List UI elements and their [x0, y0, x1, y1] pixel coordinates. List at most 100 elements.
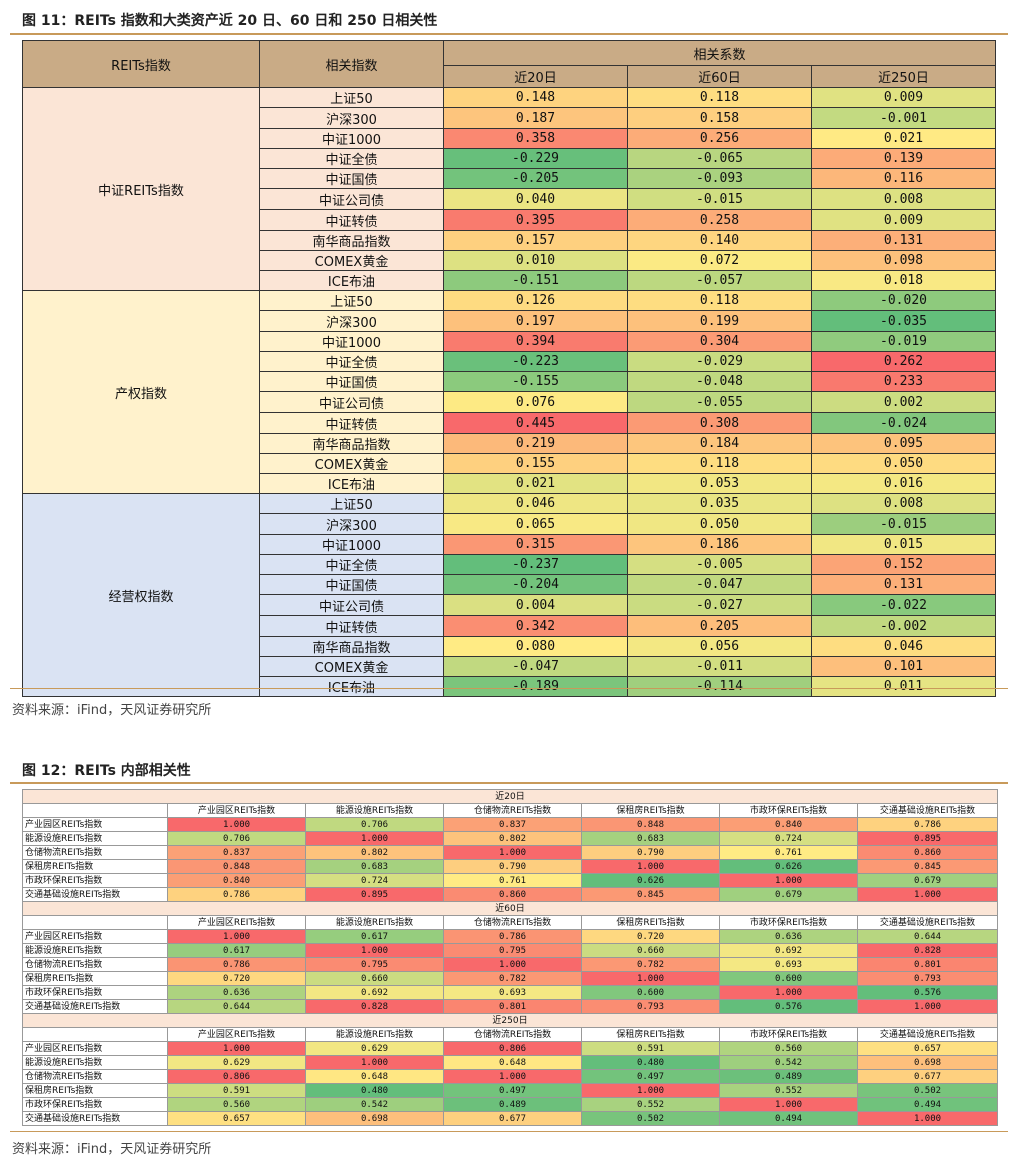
matrix-cell: 0.837	[167, 845, 306, 860]
correlation-cell: -0.022	[811, 594, 996, 616]
matrix-cell: 1.000	[856, 1111, 999, 1126]
asset-label: 中证国债	[259, 574, 444, 595]
asset-label: 中证公司债	[259, 391, 444, 413]
matrix-cell: 0.724	[719, 831, 858, 846]
correlation-cell: -0.065	[627, 148, 812, 169]
correlation-cell: -0.002	[811, 615, 996, 637]
matrix-cell: 0.648	[443, 1055, 582, 1070]
correlation-cell: -0.001	[811, 107, 996, 129]
matrix-cell: 0.657	[856, 1041, 999, 1056]
header-period-60d: 近60日	[627, 65, 812, 88]
asset-label: COMEX黄金	[259, 656, 444, 677]
matrix-cell: 0.576	[856, 985, 999, 1000]
matrix-cell: 0.720	[167, 971, 306, 986]
column-header: 仓储物流REITs指数	[443, 915, 582, 930]
matrix-cell: 1.000	[581, 1083, 720, 1098]
matrix-cell: 1.000	[305, 943, 444, 958]
matrix-cell: 0.600	[719, 971, 858, 986]
matrix-cell: 1.000	[719, 873, 858, 888]
asset-label: 沪深300	[259, 513, 444, 535]
matrix-cell: 1.000	[581, 971, 720, 986]
correlation-cell: 0.152	[811, 554, 996, 575]
matrix-cell: 0.660	[305, 971, 444, 986]
matrix-cell: 0.761	[719, 845, 858, 860]
matrix-cell: 0.724	[305, 873, 444, 888]
correlation-cell: -0.151	[443, 270, 628, 291]
correlation-cell: 0.445	[443, 412, 628, 434]
matrix-cell: 0.828	[305, 999, 444, 1014]
correlation-cell: 0.053	[627, 473, 812, 494]
correlation-cell: 0.233	[811, 371, 996, 392]
asset-label: 南华商品指数	[259, 433, 444, 454]
corner-cell	[22, 1027, 168, 1042]
row-header: 保租房REITs指数	[22, 859, 168, 874]
row-header: 保租房REITs指数	[22, 1083, 168, 1098]
matrix-cell: 0.560	[719, 1041, 858, 1056]
correlation-cell: 0.004	[443, 594, 628, 616]
matrix-cell: 0.795	[443, 943, 582, 958]
group-label: 经营权指数	[22, 493, 260, 697]
matrix-cell: 0.489	[443, 1097, 582, 1112]
correlation-cell: 0.148	[443, 87, 628, 108]
matrix-cell: 0.502	[581, 1111, 720, 1126]
matrix-cell: 1.000	[856, 887, 999, 902]
correlation-cell: -0.011	[627, 656, 812, 677]
figure-11-table-body: 中证REITs指数 上证50 0.148 0.118 0.009 沪深300 0.187 0.…	[22, 87, 996, 697]
asset-label: 中证1000	[259, 128, 444, 149]
asset-label: 中证全债	[259, 554, 444, 575]
table-row: 沪深300 0.065 0.050 -0.015	[23, 513, 996, 535]
column-header: 市政环保REITs指数	[719, 1027, 858, 1042]
column-header: 市政环保REITs指数	[719, 803, 858, 818]
matrix-cell: 1.000	[443, 957, 582, 972]
column-header-row: 产业园区REITs指数 能源设施REITs指数 仓储物流REITs指数 保租房REIT…	[22, 803, 999, 818]
correlation-cell: 0.394	[443, 331, 628, 352]
correlation-cell: 0.076	[443, 391, 628, 413]
correlation-cell: 0.256	[627, 128, 812, 149]
matrix-cell: 1.000	[305, 831, 444, 846]
matrix-cell: 0.706	[167, 831, 306, 846]
correlation-cell: -0.189	[443, 676, 628, 697]
matrix-cell: 0.497	[581, 1069, 720, 1084]
corner-cell	[22, 915, 168, 930]
matrix-cell: 0.845	[856, 859, 999, 874]
matrix-cell: 0.720	[581, 929, 720, 944]
matrix-cell: 0.626	[719, 859, 858, 874]
correlation-cell: 0.118	[627, 453, 812, 474]
correlation-cell: 0.219	[443, 433, 628, 454]
column-header: 产业园区REITs指数	[167, 915, 306, 930]
table-row: 中证1000 0.394 0.304 -0.019	[23, 331, 996, 352]
group-label: 产权指数	[22, 290, 260, 494]
matrix-cell: 0.806	[167, 1069, 306, 1084]
correlation-cell: -0.015	[811, 513, 996, 535]
row-header: 能源设施REITs指数	[22, 943, 168, 958]
correlation-cell: 0.342	[443, 615, 628, 637]
row-header: 市政环保REITs指数	[22, 1097, 168, 1112]
figure-11-correlation-table: REITs指数 相关指数 相关系数 近20日 近60日 近250日 中证REIT…	[22, 40, 996, 697]
column-header: 交通基础设施REITs指数	[856, 803, 999, 818]
period-row: 近250日	[21, 1013, 999, 1028]
matrix-cell: 0.793	[856, 971, 999, 986]
correlation-cell: -0.027	[627, 594, 812, 616]
matrix-cell: 0.698	[856, 1055, 999, 1070]
asset-label: 中证全债	[259, 148, 444, 169]
asset-label: ICE布油	[259, 676, 444, 697]
matrix-cell: 1.000	[305, 1055, 444, 1070]
correlation-cell: -0.035	[811, 310, 996, 332]
column-header: 产业园区REITs指数	[167, 1027, 306, 1042]
row-header: 保租房REITs指数	[22, 971, 168, 986]
figure-12-bottom-rule	[10, 1131, 1008, 1132]
matrix-cell: 0.617	[305, 929, 444, 944]
matrix-cell: 0.660	[581, 943, 720, 958]
correlation-cell: -0.029	[627, 351, 812, 372]
correlation-cell: 0.139	[811, 148, 996, 169]
asset-label: 中证公司债	[259, 188, 444, 210]
matrix-cell: 0.693	[443, 985, 582, 1000]
table-row: COMEX黄金 0.010 0.072 0.098	[23, 250, 996, 271]
correlation-cell: -0.055	[627, 391, 812, 413]
matrix-cell: 0.560	[167, 1097, 306, 1112]
matrix-cell: 1.000	[719, 985, 858, 1000]
correlation-cell: 0.015	[811, 534, 996, 555]
matrix-row: 市政环保REITs指数 0.840 0.724 0.761 0.626 1.000 0.67…	[22, 873, 999, 888]
correlation-cell: 0.080	[443, 636, 628, 657]
matrix-cell: 0.502	[856, 1083, 999, 1098]
